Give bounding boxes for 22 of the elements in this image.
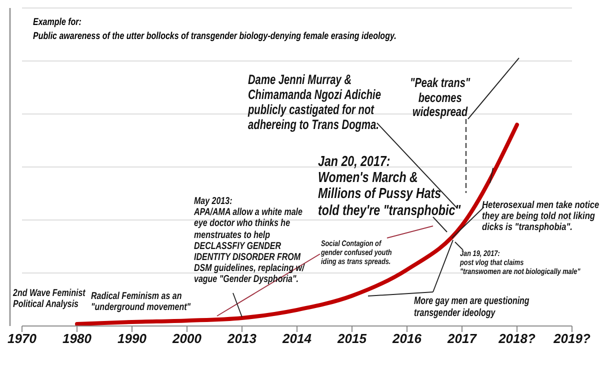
x-tick-label: 1990: [118, 331, 148, 346]
x-tick-label: 2019?: [552, 331, 590, 346]
annotation: Radical Feminism as an "underground movement": [91, 291, 191, 314]
annotation: Social Contagion of gender confused youth iding as trans spreads.: [321, 239, 392, 267]
x-tick-label: 2000: [172, 331, 202, 346]
chart-title: Example for:: [33, 17, 82, 28]
annotation: Jan 19, 2017: post vlog that claims "transwomen are not biologically male": [460, 249, 580, 277]
annotation: Heterosexual men take notice they are being told not liking dicks is "transphobia".: [482, 200, 600, 234]
annotation: More gay men are questioning transgender ideology: [414, 295, 530, 320]
x-tick-label: 2013: [226, 331, 258, 346]
x-tick-label: 1980: [62, 331, 92, 346]
annotation: Dame Jenni Murray & Chimamanda Ngozi Adichie publicly castigated for not adhereing to Trans Dogma.: [248, 72, 381, 132]
x-tick-label: 2017: [446, 331, 478, 346]
annotation: Jan 20, 2017: Women's March & Millions of Pussy Hats told they're "transphobic": [318, 154, 461, 219]
text: "Peak trans" becomes widespread: [410, 75, 470, 120]
x-tick-label: 2016: [392, 331, 422, 346]
x-tick-label: 2014: [282, 331, 312, 346]
x-tick-label: 1970: [8, 331, 38, 346]
chart-subtitle: Public awareness of the utter bollocks of transgender biology-denying female erasing ideology.: [33, 31, 396, 42]
x-tick-label: 2015: [336, 331, 368, 346]
x-tick-label: 2018?: [498, 331, 536, 346]
annotation: 2nd Wave Feminist Political Analysis: [13, 288, 86, 310]
